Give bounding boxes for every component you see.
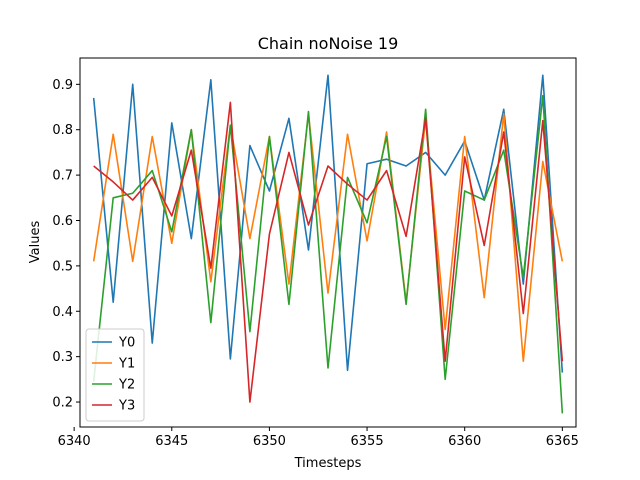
y-axis: 0.2 0.3 0.4 0.5 0.6 0.7 0.8 0.9	[52, 78, 80, 411]
x-tick-label: 6355	[351, 434, 384, 449]
legend-label-y0: Y0	[118, 336, 135, 351]
plot-frame	[79, 57, 577, 428]
y-tick-label: 0.9	[52, 78, 73, 93]
legend-label-y1: Y1	[118, 357, 135, 372]
x-axis: 6340 6345 6350 6355 6360 6365	[58, 427, 579, 449]
y-tick-label: 0.2	[52, 396, 73, 411]
y-tick-label: 0.7	[52, 169, 73, 184]
x-tick-label: 6345	[155, 434, 188, 449]
legend-box	[85, 328, 145, 422]
y-tick-label: 0.5	[52, 259, 73, 274]
plot-lines	[92, 74, 564, 414]
x-axis-title: Timesteps	[294, 456, 362, 471]
y-tick-label: 0.3	[52, 350, 73, 365]
series-line-y2	[92, 94, 564, 414]
x-tick-label: 6360	[448, 434, 481, 449]
chart-title: Chain noNoise 19	[258, 34, 399, 53]
x-tick-label: 6340	[58, 434, 91, 449]
x-tick-label: 6350	[253, 434, 286, 449]
y-tick-label: 0.8	[52, 123, 73, 138]
y-tick-label: 0.4	[52, 305, 73, 320]
series-line-y1	[92, 113, 564, 362]
y-axis-title: Values	[28, 221, 43, 264]
legend: Y0 Y1 Y2 Y3	[85, 328, 145, 422]
legend-label-y2: Y2	[118, 378, 135, 393]
x-tick-label: 6365	[546, 434, 579, 449]
legend-label-y3: Y3	[118, 399, 135, 414]
series-line-y3	[93, 101, 564, 403]
y-tick-label: 0.6	[52, 214, 73, 229]
